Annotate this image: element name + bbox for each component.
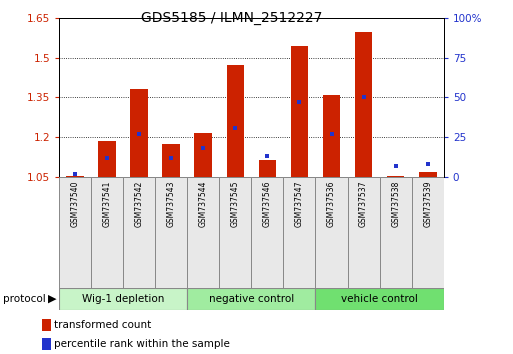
Bar (380, 177, 411, 289)
Bar (91, 177, 123, 289)
Text: protocol: protocol (3, 294, 45, 304)
Text: GSM737539: GSM737539 (423, 180, 432, 227)
Bar (194, 133, 212, 177)
Text: GSM737537: GSM737537 (359, 180, 368, 227)
Text: percentile rank within the sample: percentile rank within the sample (54, 339, 230, 349)
Bar (98, 141, 116, 177)
Text: transformed count: transformed count (54, 320, 151, 330)
Bar (283, 177, 315, 289)
Text: GDS5185 / ILMN_2512227: GDS5185 / ILMN_2512227 (142, 11, 323, 25)
Bar (220, 177, 251, 289)
Bar (59, 177, 91, 289)
Bar (42, 338, 51, 350)
Text: GSM737545: GSM737545 (231, 180, 240, 227)
Text: negative control: negative control (209, 294, 294, 304)
Bar (59, 288, 187, 310)
Bar (123, 177, 155, 289)
Text: GSM737543: GSM737543 (167, 180, 176, 227)
Bar (323, 95, 340, 177)
Text: GSM737547: GSM737547 (295, 180, 304, 227)
Bar (419, 172, 437, 177)
Text: Wig-1 depletion: Wig-1 depletion (82, 294, 164, 304)
Text: GSM737536: GSM737536 (327, 180, 336, 227)
Bar (355, 32, 372, 177)
Text: ▶: ▶ (48, 294, 56, 304)
Bar (163, 144, 180, 177)
Bar (348, 177, 380, 289)
Bar (187, 288, 315, 310)
Text: GSM737544: GSM737544 (199, 180, 208, 227)
Bar (291, 46, 308, 177)
Bar (130, 89, 148, 177)
Text: GSM737540: GSM737540 (70, 180, 80, 227)
Bar (227, 65, 244, 177)
Bar (411, 177, 444, 289)
Bar (66, 176, 84, 177)
Bar (315, 288, 444, 310)
Text: GSM737542: GSM737542 (134, 180, 144, 227)
Bar (251, 177, 283, 289)
Bar (187, 177, 220, 289)
Bar (315, 177, 348, 289)
Text: GSM737541: GSM737541 (103, 180, 112, 227)
Bar (387, 176, 404, 177)
Bar (155, 177, 187, 289)
Bar (259, 160, 276, 177)
Text: vehicle control: vehicle control (341, 294, 418, 304)
Bar (42, 319, 51, 331)
Text: GSM737546: GSM737546 (263, 180, 272, 227)
Text: GSM737538: GSM737538 (391, 180, 400, 227)
